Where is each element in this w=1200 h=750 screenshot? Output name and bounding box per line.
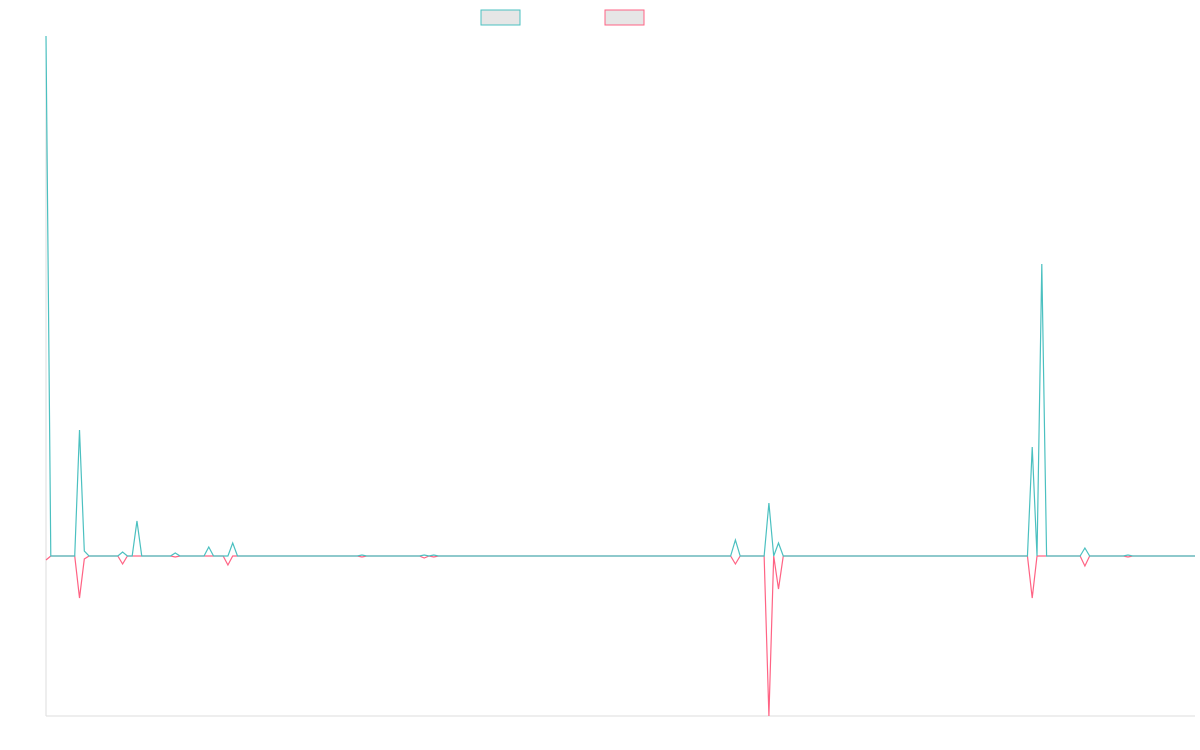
series-line [45,35,1195,557]
legend-swatch[interactable] [604,9,645,26]
legend-swatch[interactable] [480,9,521,26]
series-line [45,555,1195,717]
